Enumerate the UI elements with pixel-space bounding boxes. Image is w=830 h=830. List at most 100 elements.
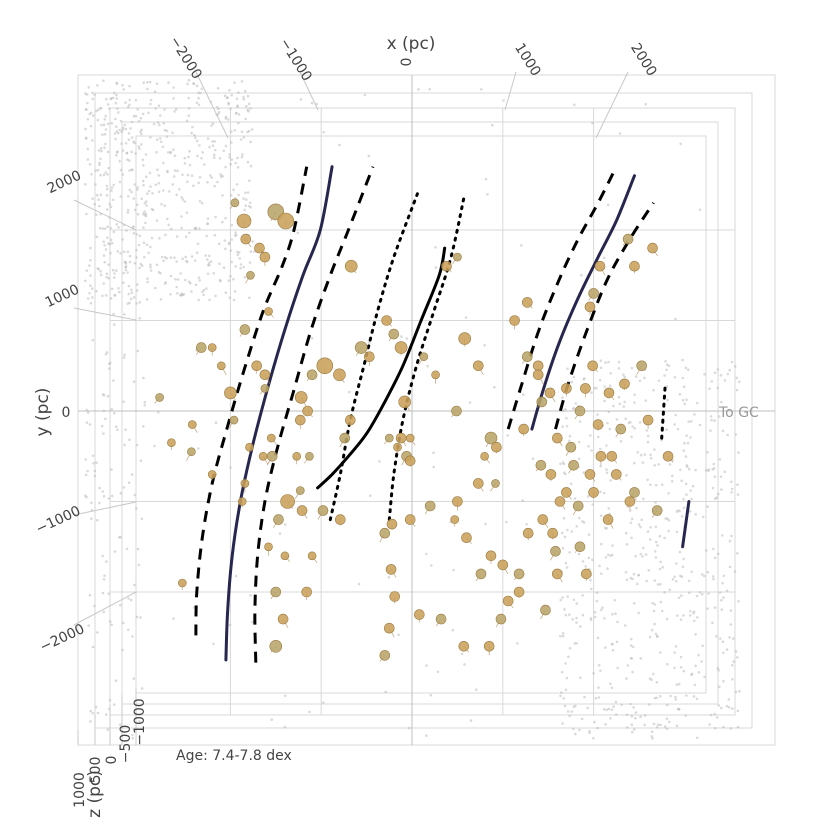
field-point	[236, 105, 239, 108]
field-point	[676, 427, 680, 431]
x-tick-leader	[195, 71, 229, 139]
field-point	[674, 695, 677, 699]
field-point	[115, 154, 118, 157]
cluster-point	[178, 578, 187, 588]
field-point	[224, 247, 227, 251]
field-point	[121, 83, 124, 87]
field-point	[589, 434, 592, 437]
cluster-point	[535, 459, 547, 471]
field-point	[104, 114, 107, 118]
cluster-point	[389, 591, 401, 602]
field-point	[685, 434, 688, 437]
field-point	[673, 423, 676, 426]
field-point	[159, 298, 163, 301]
field-point	[108, 107, 111, 110]
field-point	[564, 561, 568, 565]
field-point	[91, 296, 94, 299]
field-point	[126, 105, 130, 109]
field-point	[598, 378, 602, 382]
field-point	[706, 607, 709, 610]
field-point	[720, 706, 723, 710]
field-point	[730, 480, 733, 484]
field-point	[596, 636, 600, 640]
cluster-point	[610, 469, 622, 480]
cluster-point	[305, 451, 314, 461]
cluster-point	[264, 542, 273, 552]
cluster-point	[259, 251, 271, 263]
cluster-point	[472, 478, 484, 489]
field-point	[695, 736, 699, 740]
field-point	[233, 81, 236, 84]
field-point	[137, 243, 141, 247]
field-point	[700, 592, 704, 596]
field-point	[230, 130, 233, 133]
field-point	[216, 87, 220, 90]
field-point	[108, 202, 111, 206]
field-point	[140, 264, 144, 267]
field-point	[425, 734, 428, 737]
field-point	[137, 563, 141, 567]
cluster-point	[251, 360, 263, 372]
field-point	[138, 234, 142, 238]
field-point	[367, 154, 371, 158]
field-point	[122, 621, 125, 625]
field-point	[644, 399, 647, 402]
field-point	[185, 259, 188, 263]
field-point	[649, 526, 652, 529]
field-point	[610, 686, 614, 690]
field-point	[106, 225, 109, 228]
cluster-point	[424, 500, 436, 512]
field-point	[599, 514, 603, 517]
field-point	[99, 173, 102, 177]
field-point	[98, 163, 101, 167]
field-point	[110, 189, 113, 192]
field-point	[133, 493, 136, 497]
field-point	[99, 270, 102, 273]
field-point	[251, 240, 254, 243]
field-point	[657, 379, 661, 383]
field-point	[163, 128, 167, 132]
box-frame-edge-4	[135, 135, 707, 694]
field-point	[315, 102, 319, 106]
cluster-point	[237, 497, 247, 506]
field-point	[732, 660, 735, 663]
field-point	[296, 231, 300, 235]
field-point	[610, 642, 614, 646]
field-point	[572, 598, 576, 602]
field-point	[565, 424, 569, 428]
field-point	[665, 703, 669, 707]
field-point	[586, 706, 590, 710]
field-point	[605, 444, 608, 447]
field-point	[229, 162, 232, 166]
cluster-point	[393, 442, 402, 452]
field-point	[94, 183, 97, 186]
field-point	[210, 176, 213, 179]
field-point	[712, 547, 715, 551]
field-point	[656, 583, 660, 586]
field-point	[224, 216, 227, 220]
field-point	[630, 517, 634, 521]
field-point	[632, 645, 635, 649]
field-point	[128, 438, 131, 442]
field-point	[624, 417, 627, 421]
field-point	[163, 108, 166, 111]
field-point	[237, 251, 241, 254]
field-point	[729, 623, 733, 626]
field-point	[637, 574, 640, 577]
field-point	[133, 183, 137, 186]
field-point	[639, 715, 642, 718]
cluster-point	[472, 360, 484, 372]
y-tick-leader	[73, 307, 137, 321]
field-point	[230, 93, 233, 97]
cluster-point	[485, 550, 497, 562]
field-point	[246, 160, 250, 164]
field-point	[608, 427, 612, 431]
field-point	[606, 553, 610, 557]
field-point	[112, 91, 116, 95]
field-point	[183, 162, 187, 165]
field-point	[157, 190, 161, 194]
field-point	[731, 707, 734, 710]
field-point	[322, 130, 326, 134]
field-point	[664, 517, 667, 520]
field-point	[93, 474, 97, 478]
